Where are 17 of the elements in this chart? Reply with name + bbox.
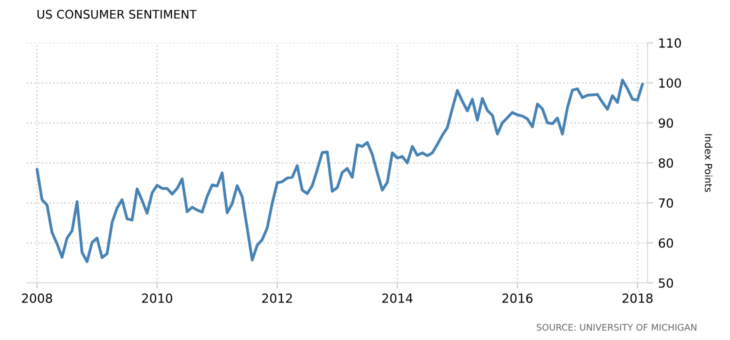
- y-tick-label: 60: [658, 238, 674, 248]
- y-tick-label: 70: [658, 198, 674, 208]
- x-tick-label: 2018: [622, 294, 653, 303]
- chart-title: US CONSUMER SENTIMENT: [38, 10, 197, 19]
- y-tick-label: 100: [659, 78, 681, 88]
- x-tick-label: 2008: [22, 294, 52, 303]
- source-note: SOURCE: UNIVERSITY OF MICHIGAN: [536, 324, 696, 331]
- y-tick-label: 110: [659, 38, 681, 48]
- y-tick-label: 80: [658, 158, 674, 168]
- line-series: [36, 78, 644, 264]
- x-tick-label: 2010: [142, 294, 172, 303]
- y-axis-title: Index Points: [704, 134, 712, 192]
- x-tick-label: 2016: [502, 294, 533, 303]
- y-tick-label: 50: [658, 278, 674, 288]
- x-tick-label: 2014: [382, 294, 413, 303]
- y-tick-label: 90: [658, 118, 674, 128]
- x-tick-label: 2012: [262, 294, 292, 303]
